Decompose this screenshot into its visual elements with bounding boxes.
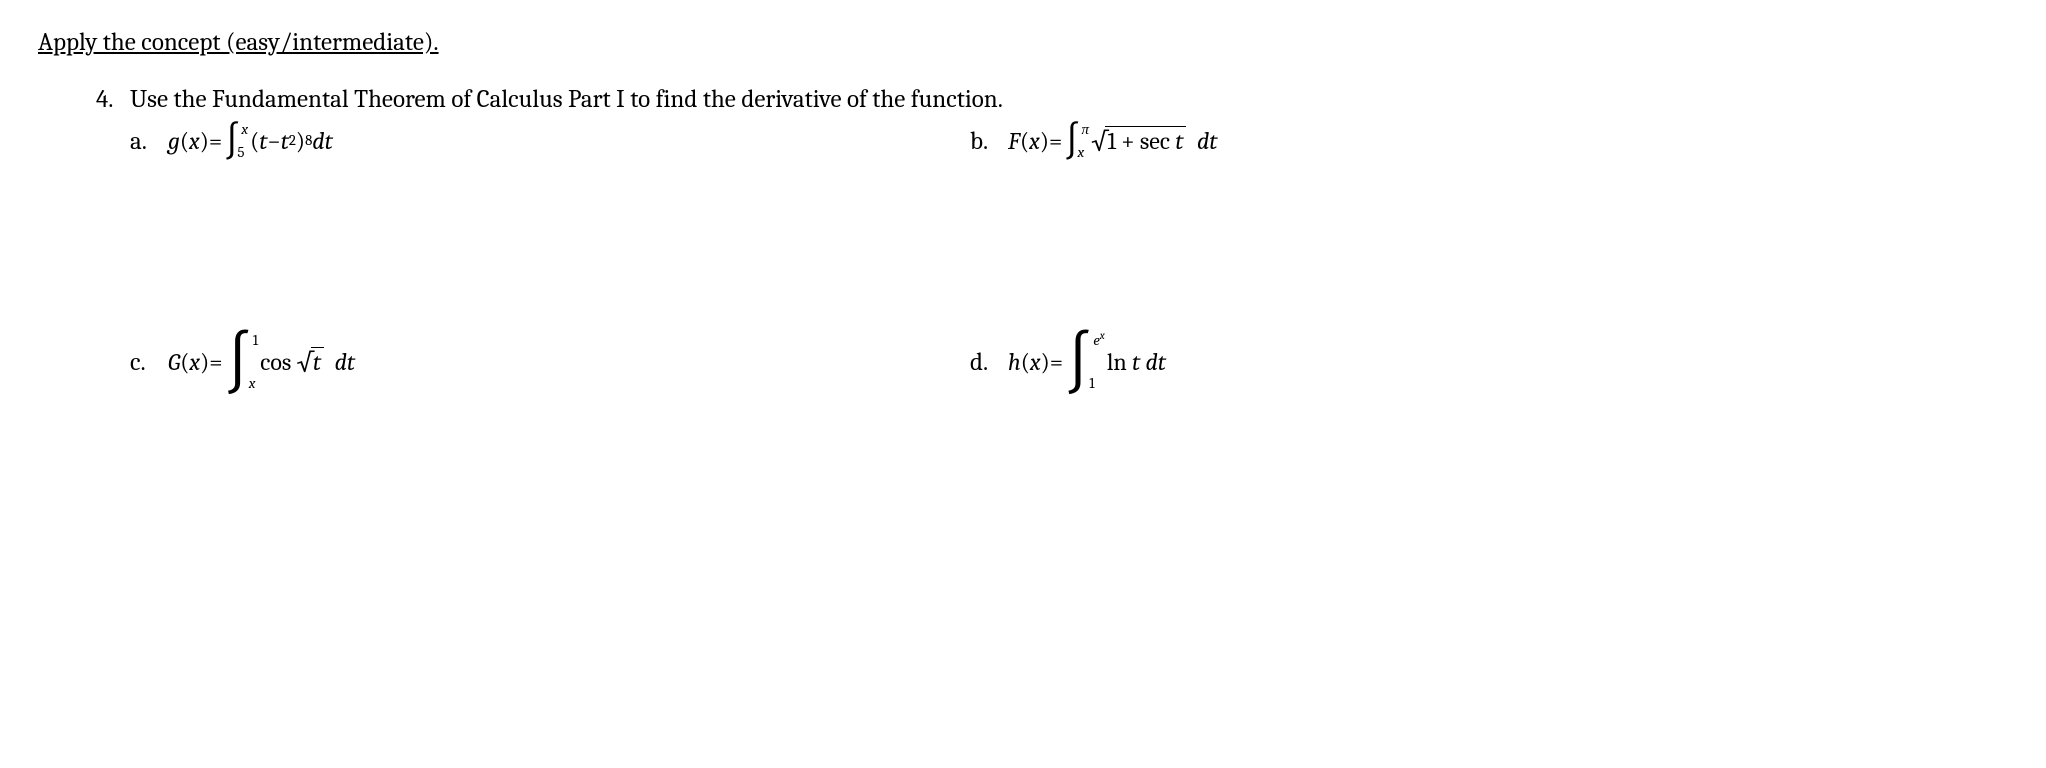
integral: ∫ 1 x	[225, 330, 259, 394]
ln: ln	[1107, 348, 1127, 376]
radicand: t	[311, 347, 324, 377]
t2: t	[281, 127, 289, 155]
rparen2: )	[296, 127, 305, 155]
integral-limits: ex 1	[1089, 333, 1105, 391]
fn-arg: x	[189, 127, 200, 155]
problem-text: Use the Fundamental Theorem of Calculus …	[130, 85, 1003, 114]
fn-arg: x	[1029, 127, 1040, 155]
part-a: a. g(x) = ∫ x 5 (t − t2)8dt	[130, 122, 970, 160]
fn-name: G	[168, 348, 180, 376]
equals: =	[209, 127, 222, 155]
sqrt: √ t	[297, 347, 325, 377]
cos: cos	[260, 348, 291, 376]
lower-limit: x	[249, 376, 256, 391]
parts-area: a. g(x) = ∫ x 5 (t − t2)8dt b. F(x) =	[38, 114, 2008, 394]
sqrt: √ 1 + sec t	[1091, 126, 1186, 156]
problem-number: 4.	[96, 85, 130, 114]
part-b: b. F(x) = ∫ π x √ 1 + sec t	[970, 122, 1217, 160]
part-c: c. G(x) = ∫ 1 x cos √ t dt	[130, 330, 970, 394]
part-b-expression: F(x) = ∫ π x √ 1 + sec t dt	[1008, 122, 1217, 160]
dt: dt	[1145, 348, 1165, 376]
integral-sign: ∫	[1065, 330, 1092, 394]
rparen: )	[200, 127, 209, 155]
part-c-expression: G(x) = ∫ 1 x cos √ t dt	[168, 330, 355, 394]
integral: ∫ π x	[1064, 122, 1089, 160]
parts-row-2: c. G(x) = ∫ 1 x cos √ t dt	[130, 330, 2008, 394]
integral-limits: x 5	[237, 122, 248, 160]
lparen: (	[180, 348, 189, 376]
part-a-label: a.	[130, 127, 168, 156]
dt: dt	[312, 127, 332, 155]
equals: =	[1049, 127, 1062, 155]
t: t	[1175, 127, 1183, 155]
rparen: )	[1041, 348, 1050, 376]
lparen: (	[1020, 127, 1029, 155]
lower-limit: x	[1077, 145, 1084, 160]
lower-limit: 5	[237, 145, 244, 160]
upper-limit: x	[237, 122, 248, 137]
one: 1	[1107, 127, 1116, 155]
fn-name: F	[1008, 127, 1020, 155]
t: t	[313, 348, 321, 376]
fn-name: g	[168, 127, 180, 155]
integral-limits: π x	[1077, 122, 1089, 160]
rparen: )	[200, 348, 209, 376]
parts-row-1: a. g(x) = ∫ x 5 (t − t2)8dt b. F(x) =	[130, 122, 2008, 160]
part-d-expression: h(x) = ∫ ex 1 ln t dt	[1008, 330, 1166, 394]
part-d: d. h(x) = ∫ ex 1 ln t dt	[970, 330, 1166, 394]
rparen: )	[1040, 127, 1049, 155]
lparen2: (	[250, 127, 259, 155]
fn-name: h	[1008, 348, 1021, 376]
part-a-expression: g(x) = ∫ x 5 (t − t2)8dt	[168, 122, 333, 160]
fn-arg: x	[189, 348, 200, 376]
t1: t	[259, 127, 267, 155]
lparen: (	[1021, 348, 1030, 376]
lower-limit: 1	[1089, 376, 1094, 391]
plus-sec: + sec	[1121, 127, 1170, 155]
dt: dt	[1197, 127, 1217, 155]
part-c-label: c.	[130, 348, 168, 377]
integral: ∫ ex 1	[1065, 330, 1105, 394]
exp-x: x	[1100, 329, 1105, 342]
minus: −	[267, 127, 280, 155]
upper-limit: π	[1077, 122, 1089, 137]
equals: =	[1050, 348, 1063, 376]
section-heading: Apply the concept (easy/intermediate).	[38, 28, 2008, 57]
upper-limit: 1	[249, 333, 258, 348]
part-b-label: b.	[970, 127, 1008, 156]
integral: ∫ x 5	[224, 122, 248, 160]
integral-sign: ∫	[225, 330, 252, 394]
equals: =	[209, 348, 222, 376]
problem-statement: 4. Use the Fundamental Theorem of Calcul…	[38, 85, 2008, 114]
integral-limits: 1 x	[249, 333, 258, 391]
t: t	[1132, 348, 1140, 376]
dt: dt	[335, 348, 355, 376]
part-d-label: d.	[970, 348, 1008, 377]
radicand: 1 + sec t	[1105, 126, 1186, 156]
lparen: (	[180, 127, 189, 155]
fn-arg: x	[1030, 348, 1041, 376]
upper-limit: ex	[1089, 333, 1105, 348]
